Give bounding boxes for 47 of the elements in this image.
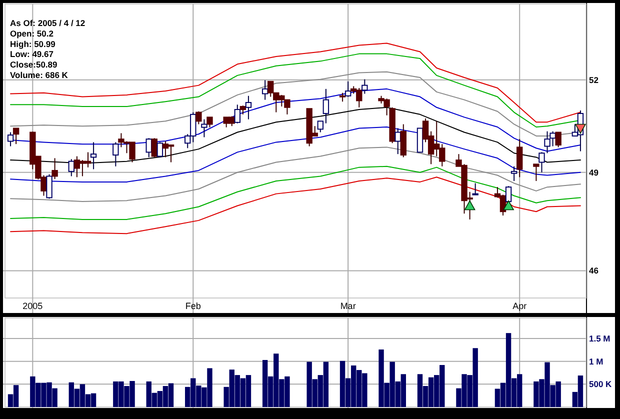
candlestick: [206, 116, 213, 128]
annotation: As Of: 2005 / 4 / 12: [10, 18, 86, 28]
x-tick-label: Apr: [512, 301, 527, 311]
x-tick-label: Feb: [185, 301, 201, 311]
y-tick-label: 49: [589, 167, 599, 178]
candlestick: [516, 138, 523, 178]
line-series: [10, 176, 581, 234]
candlestick: [201, 118, 208, 138]
candlestick: [245, 95, 252, 120]
candlestick: [7, 132, 14, 147]
candlestick: [510, 166, 518, 182]
candlestick: [533, 164, 540, 182]
candlestick: [472, 182, 478, 196]
candlestick: [151, 138, 158, 158]
candlestick: [344, 80, 352, 98]
y-tick-label: 500 K: [589, 379, 613, 390]
candlestick: [505, 186, 512, 204]
candlestick: [68, 158, 74, 177]
annotation: Low: 49.67: [10, 49, 54, 60]
x-tick-label: Mar: [340, 301, 356, 311]
x-tick-label: 2005: [22, 301, 43, 311]
line-series: [10, 166, 581, 220]
candlestick: [400, 124, 406, 158]
y-tick-label: 1.5 M: [589, 334, 610, 344]
y-tick-label: 46: [589, 266, 599, 276]
candlestick: [156, 142, 164, 158]
candlestick: [12, 128, 20, 145]
candlestick: [196, 110, 202, 125]
candlestick: [538, 152, 545, 173]
y-tick-label: 52: [589, 74, 599, 85]
candlestick: [416, 128, 424, 153]
candlestick: [394, 128, 401, 155]
annotation: High: 50.99: [10, 38, 56, 49]
annotation: Open: 50.2: [10, 28, 54, 38]
candlestick: [112, 142, 119, 167]
y-tick-label: 1 M: [589, 356, 604, 366]
candlestick: [322, 88, 330, 124]
line-series: [10, 146, 581, 202]
candlestick: [46, 174, 52, 200]
candlestick: [90, 142, 97, 170]
candlestick: [362, 78, 368, 94]
candlestick: [317, 120, 324, 133]
annotation: Volume: 686 K: [10, 70, 69, 80]
candlestick: [52, 158, 58, 180]
candlestick: [555, 132, 562, 148]
candlestick: [234, 104, 240, 124]
annotation: Close:50.89: [10, 60, 58, 70]
